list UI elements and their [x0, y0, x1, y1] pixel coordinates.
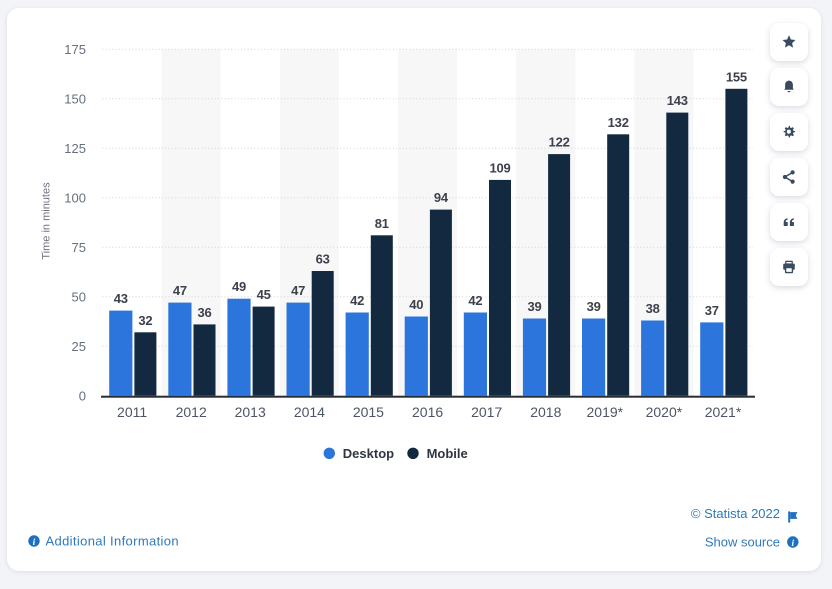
svg-text:2018: 2018: [530, 404, 561, 420]
svg-text:125: 125: [64, 141, 86, 156]
svg-text:Mobile: Mobile: [427, 446, 468, 461]
svg-text:49: 49: [232, 279, 246, 294]
svg-text:© Statista 2022: © Statista 2022: [691, 506, 780, 521]
svg-text:25: 25: [72, 339, 86, 354]
svg-text:Time in minutes: Time in minutes: [41, 182, 53, 260]
svg-text:2012: 2012: [176, 404, 207, 420]
svg-text:2013: 2013: [235, 404, 266, 420]
svg-text:175: 175: [64, 42, 86, 57]
svg-text:50: 50: [72, 289, 86, 304]
svg-text:45: 45: [257, 287, 271, 302]
svg-text:47: 47: [291, 283, 305, 298]
svg-text:81: 81: [375, 216, 389, 231]
svg-text:38: 38: [646, 301, 660, 316]
svg-text:143: 143: [667, 93, 688, 108]
svg-text:100: 100: [64, 190, 86, 205]
svg-text:132: 132: [608, 115, 629, 130]
svg-text:i: i: [791, 539, 794, 549]
svg-text:150: 150: [64, 91, 86, 106]
svg-text:75: 75: [72, 240, 86, 255]
svg-text:32: 32: [138, 313, 152, 328]
svg-text:155: 155: [726, 69, 747, 84]
svg-text:2016: 2016: [412, 404, 443, 420]
svg-text:122: 122: [549, 135, 570, 150]
svg-text:39: 39: [587, 299, 601, 314]
svg-text:47: 47: [173, 283, 187, 298]
svg-text:Desktop: Desktop: [343, 446, 394, 461]
svg-text:i: i: [33, 538, 36, 548]
svg-text:42: 42: [468, 293, 482, 308]
svg-text:109: 109: [489, 160, 510, 175]
svg-text:37: 37: [705, 303, 719, 318]
svg-text:43: 43: [114, 291, 128, 306]
svg-text:Show source: Show source: [705, 534, 780, 549]
svg-text:0: 0: [79, 388, 86, 403]
svg-text:39: 39: [527, 299, 541, 314]
svg-text:40: 40: [409, 297, 423, 312]
svg-text:2015: 2015: [353, 404, 384, 420]
svg-text:36: 36: [197, 305, 211, 320]
svg-text:42: 42: [350, 293, 364, 308]
svg-text:2011: 2011: [117, 404, 147, 420]
svg-text:63: 63: [316, 252, 330, 267]
svg-text:2017: 2017: [471, 404, 502, 420]
svg-text:2019*: 2019*: [587, 404, 624, 420]
svg-text:2020*: 2020*: [646, 404, 683, 420]
svg-text:2014: 2014: [294, 404, 325, 420]
svg-text:Additional Information: Additional Information: [46, 533, 179, 548]
svg-text:2021*: 2021*: [705, 404, 742, 420]
svg-text:94: 94: [434, 190, 449, 205]
